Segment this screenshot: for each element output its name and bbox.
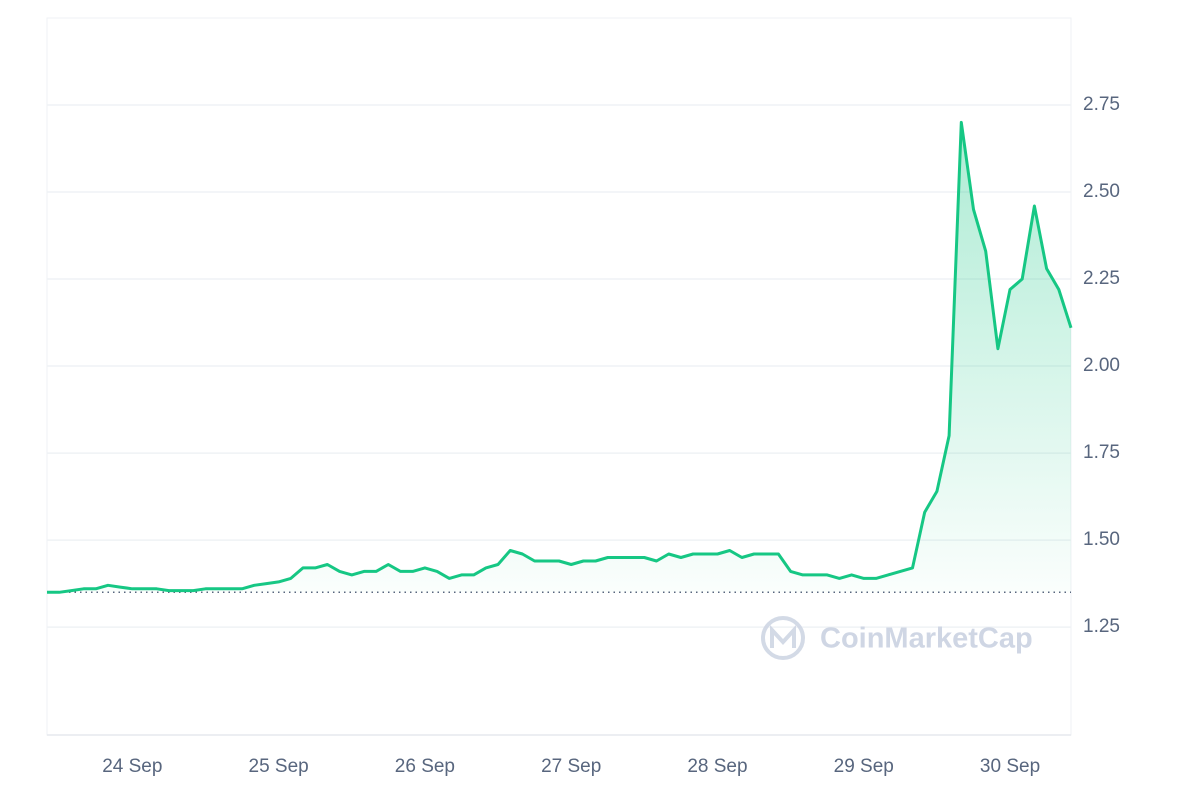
watermark-logo — [761, 616, 805, 660]
y-tick-label: 2.00 — [1083, 355, 1120, 376]
watermark: CoinMarketCap — [820, 623, 1033, 655]
x-tick-label: 24 Sep — [102, 756, 162, 777]
x-tick-label: 28 Sep — [687, 756, 747, 777]
y-tick-label: 1.75 — [1083, 442, 1120, 463]
x-tick-label: 26 Sep — [395, 756, 455, 777]
y-tick-label: 2.75 — [1083, 94, 1120, 115]
y-tick-label: 2.25 — [1083, 268, 1120, 289]
x-tick-label: 29 Sep — [834, 756, 894, 777]
x-tick-label: 30 Sep — [980, 756, 1040, 777]
y-tick-label: 1.25 — [1083, 616, 1120, 637]
area-fill — [47, 122, 1071, 593]
y-tick-label: 2.50 — [1083, 181, 1120, 202]
x-tick-label: 25 Sep — [249, 756, 309, 777]
price-line — [47, 120, 1073, 594]
y-tick-label: 1.50 — [1083, 529, 1120, 550]
x-tick-label: 27 Sep — [541, 756, 601, 777]
